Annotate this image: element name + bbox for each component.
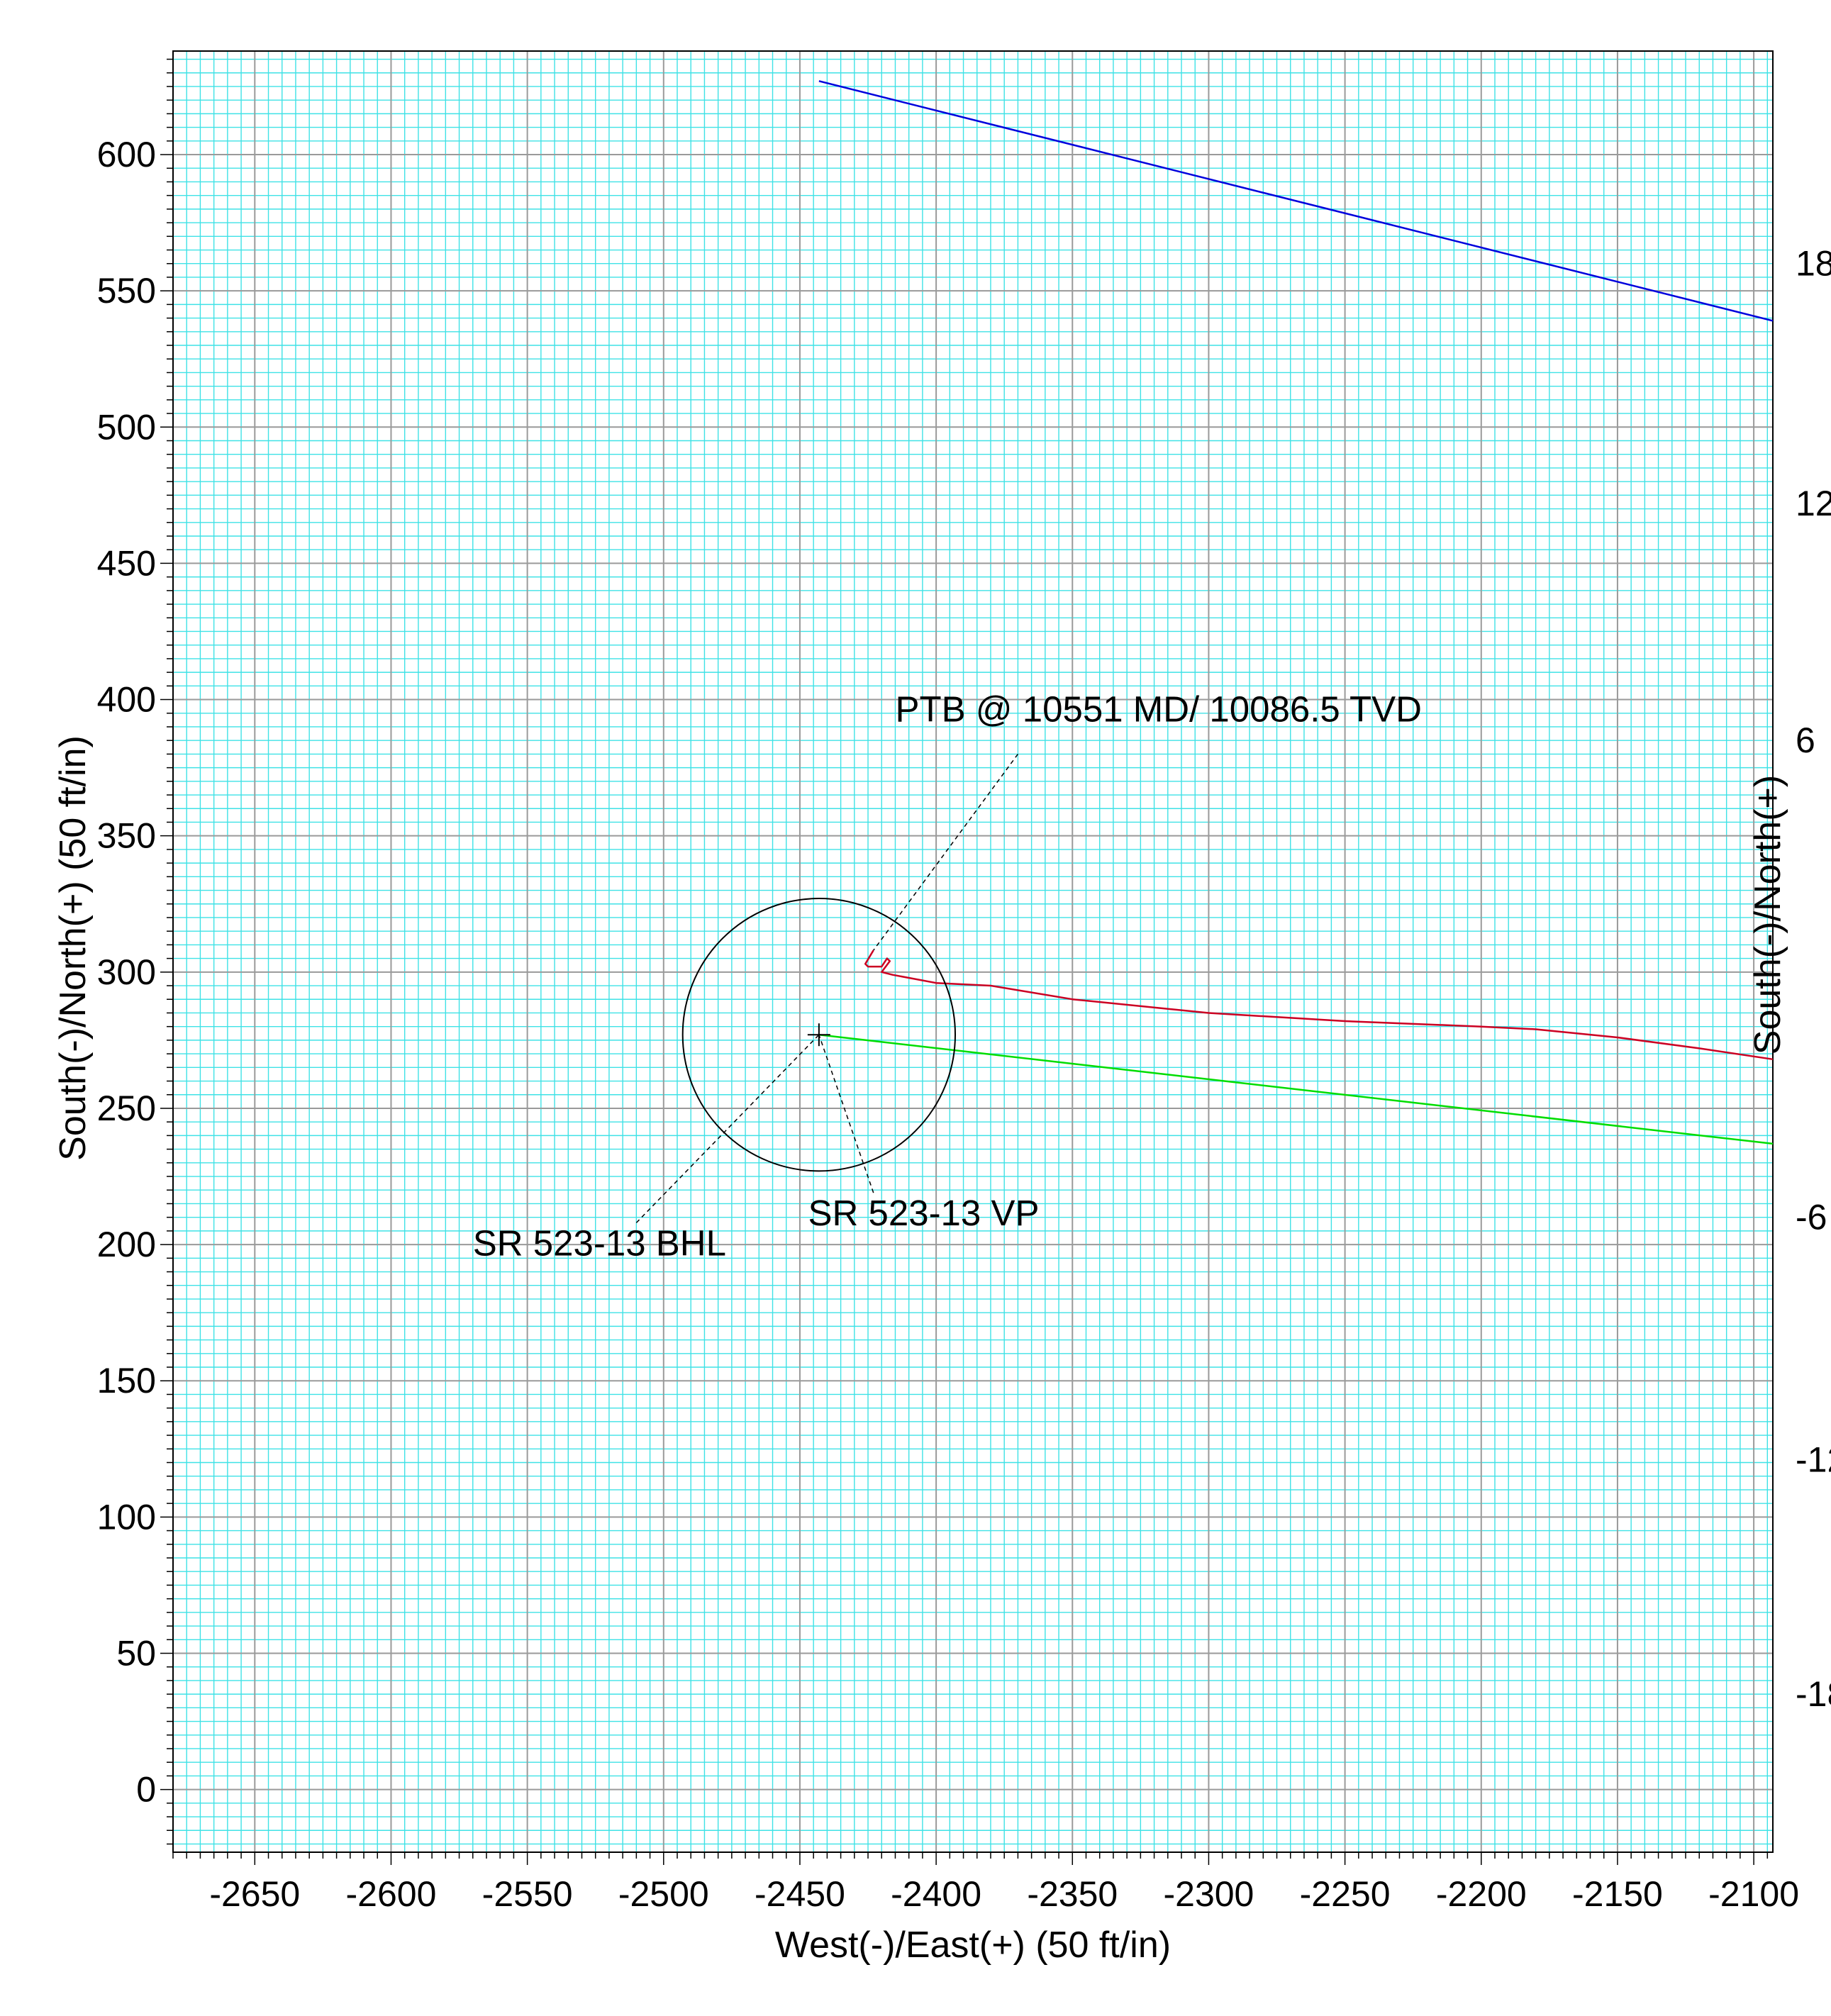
x-tick-label: -2600 [346,1874,437,1914]
annotation-leader-line [873,753,1019,951]
right-tick-label: 12 [1796,484,1831,523]
plot-frame [172,50,1774,1853]
x-tick-label: -2350 [1027,1874,1118,1914]
annotation-label: SR 523-13 BHL [473,1223,726,1263]
y-tick-label: 600 [97,135,156,174]
green-series-line [818,1033,1774,1145]
x-tick-label: -2450 [755,1874,845,1914]
y-tick-label: 300 [97,952,156,992]
red-series-line [864,949,1774,1061]
right-tick-label: 18 [1796,244,1831,284]
y-tick-labels: 0 50 100 150 200 250 300 350 400 450 500 550 600 [97,135,156,1810]
y-tick-label: 500 [97,407,156,447]
x-axis-label: West(-)/East(+) (50 ft/in) [775,1925,1171,1966]
annotation-label: SR 523-13 VP [808,1193,1039,1233]
major-grid [173,51,1773,1852]
y-tick-label: 450 [97,543,156,583]
y-tick-label: 250 [97,1088,156,1128]
y-axis-label: South(-)/North(+) (50 ft/in) [52,735,94,1161]
x-tick-label: -2150 [1572,1874,1663,1914]
x-tick-label: -2400 [891,1874,981,1914]
x-tick-label: -2500 [618,1874,709,1914]
y-tick-label: 150 [97,1361,156,1400]
right-y-axis-label: South(-)/North(+) [1747,775,1788,1054]
y-tick-label: 0 [136,1770,156,1810]
right-tick-label: -6 [1796,1198,1827,1237]
x-tick-label: -2550 [482,1874,573,1914]
y-tick-label: 550 [97,271,156,311]
y-tick-label: 200 [97,1225,156,1264]
y-tick-label: 400 [97,680,156,720]
y-tick-label: 50 [116,1633,156,1673]
x-tick-labels: -2650 -2600 -2550 -2500 -2450 -2400 -2350 -2300… [209,1874,1799,1914]
y-tick-label: 100 [97,1497,156,1537]
right-tick-label: -12 [1796,1440,1831,1480]
blue-series-line [818,80,1774,322]
x-tick-label: -2250 [1300,1874,1391,1914]
x-tick-label: -2100 [1708,1874,1799,1914]
right-tick-labels: 18 12 6 -6 -12 -18 [1796,244,1831,1714]
plot-area [173,51,1773,1852]
annotation-leader-line [635,1034,820,1223]
axis-ticks [160,58,1769,1865]
x-tick-label: -2200 [1436,1874,1527,1914]
right-tick-label: 6 [1796,720,1815,760]
x-tick-label: -2650 [209,1874,300,1914]
annotation-label: PTB @ 10551 MD/ 10086.5 TVD [895,689,1422,729]
series-layer [681,80,1774,1172]
annotation-layer: PTB @ 10551 MD/ 10086.5 TVD SR 523-13 BHL… [473,689,1422,1263]
x-tick-label: -2300 [1163,1874,1254,1914]
y-tick-label: 350 [97,816,156,856]
target-circle [681,898,957,1172]
right-tick-label: -18 [1796,1674,1831,1714]
minor-grid [172,51,1773,1852]
